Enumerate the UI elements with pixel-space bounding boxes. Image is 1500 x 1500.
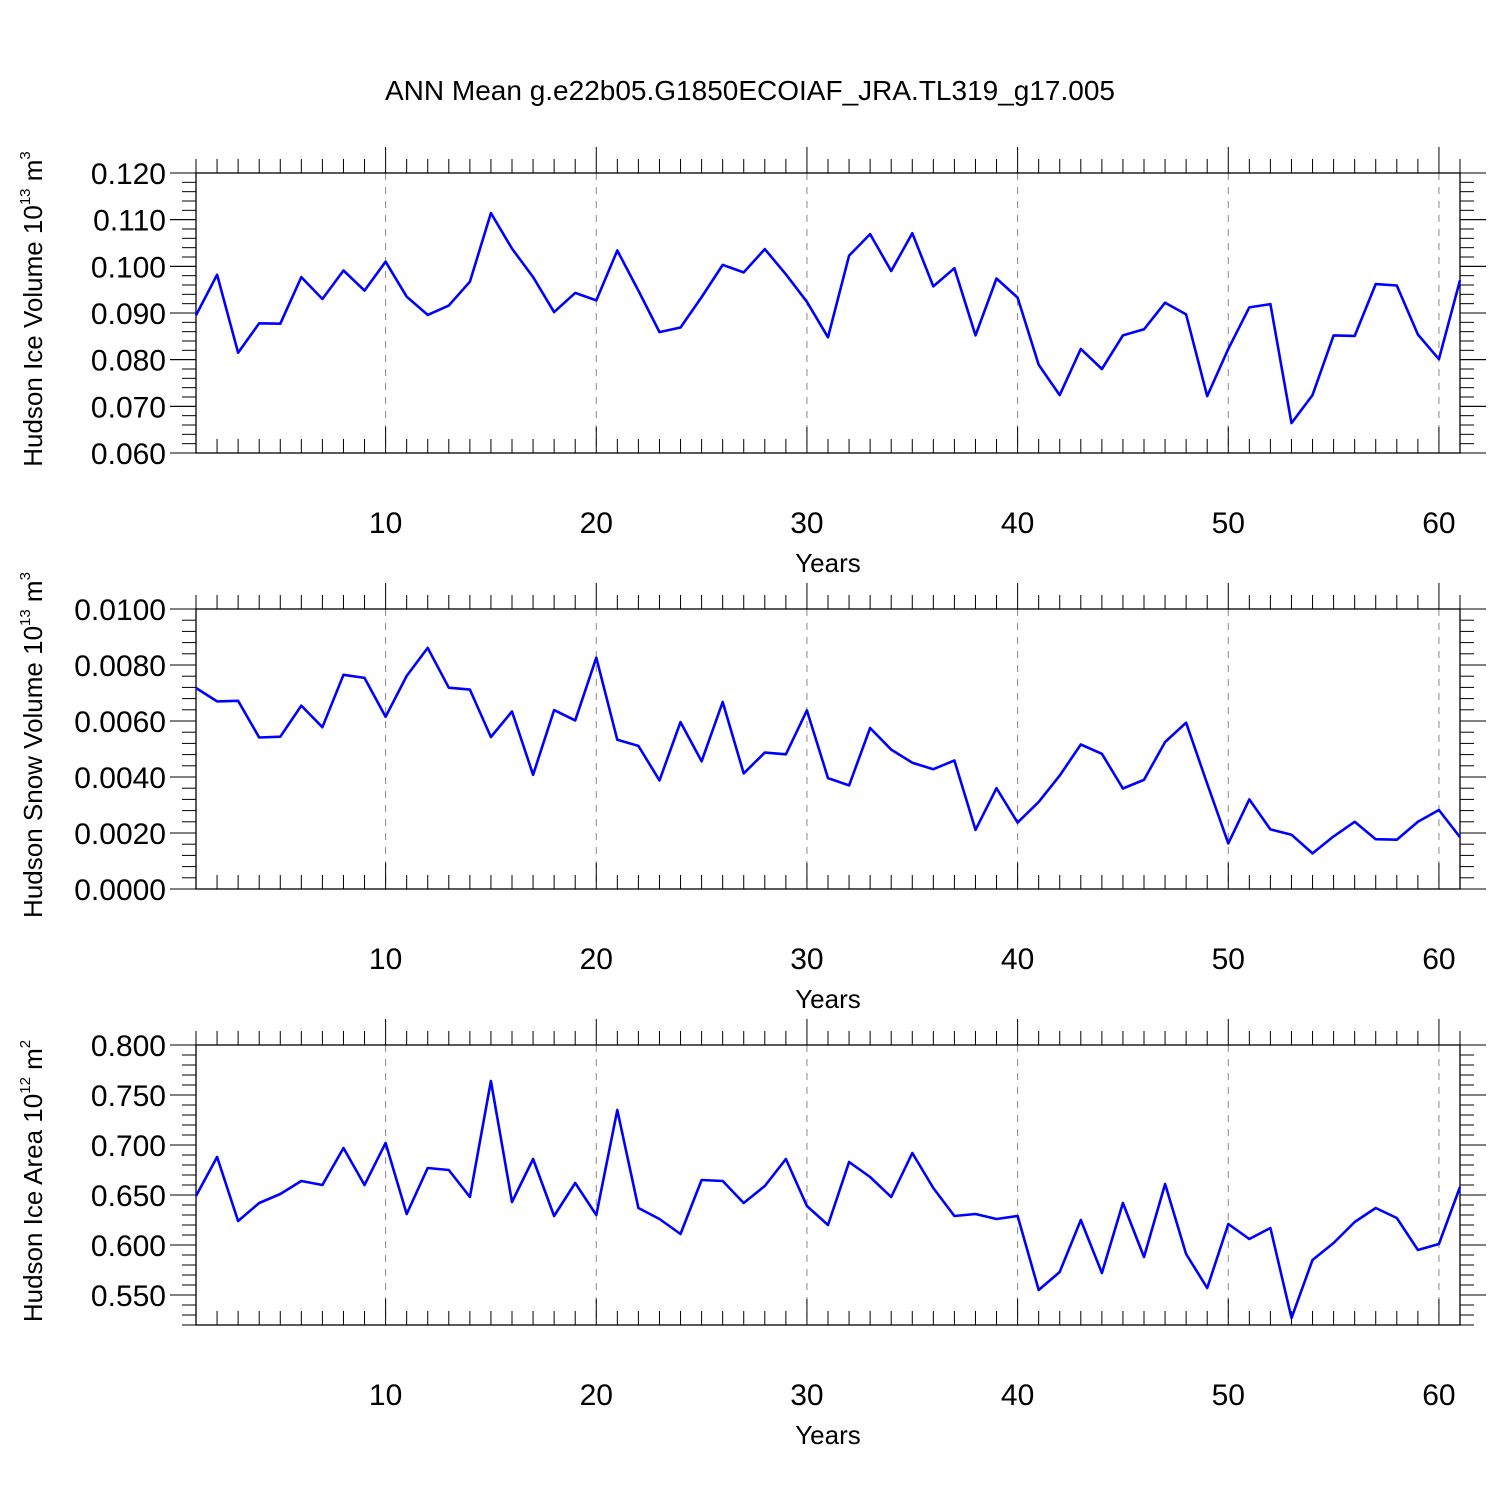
y-tick-label: 0.080	[91, 345, 166, 378]
y-tick-label: 0.120	[91, 158, 166, 191]
y-tick-label: 0.550	[91, 1280, 166, 1313]
series-line	[195, 646, 1462, 855]
y-tick-label: 0.0100	[74, 594, 166, 627]
x-tick-label: 20	[580, 1379, 613, 1412]
y-tick-label: 0.600	[91, 1230, 166, 1263]
y-tick-label: 0.0060	[74, 706, 166, 739]
series-line	[194, 211, 1462, 425]
x-tick-label: 60	[1422, 1379, 1455, 1412]
y-axis-label: Hudson Ice Area 1012 m2	[17, 1040, 48, 1322]
panel-1: 0.060 0.070 0.080 0.090 0.100 0.110 0.120 10 20 3…	[17, 147, 1486, 578]
y-tick-label: 0.090	[91, 298, 166, 331]
x-tick-label: 60	[1422, 507, 1455, 540]
y-tick-label: 0.0040	[74, 762, 166, 795]
y-tick-label: 0.060	[91, 438, 166, 471]
y-tick-label: 0.700	[91, 1130, 166, 1163]
x-tick-label: 10	[369, 507, 402, 540]
x-tick-label: 20	[580, 943, 613, 976]
x-tick-label: 40	[1001, 943, 1034, 976]
x-tick-label: 30	[790, 943, 823, 976]
plot-frame	[195, 608, 1461, 890]
x-tick-label: 60	[1422, 943, 1455, 976]
x-axis-label: Years	[795, 984, 861, 1014]
y-tick-label: 0.110	[93, 205, 166, 238]
x-axis-label: Years	[795, 1420, 861, 1450]
x-tick-label: 40	[1001, 1379, 1034, 1412]
y-tick-label: 0.070	[91, 391, 166, 424]
x-tick-label: 50	[1212, 1379, 1245, 1412]
panel-3: 0.550 0.600 0.650 0.700 0.750 0.800 10 20 30 40 50…	[17, 1019, 1486, 1450]
y-tick-label: 0.0020	[74, 818, 166, 851]
plot-frame	[195, 1044, 1461, 1326]
y-tick-label: 0.750	[91, 1080, 166, 1113]
y-tick-label: 0.800	[91, 1030, 166, 1063]
y-axis-label: Hudson Ice Volume 1013 m3	[17, 151, 48, 467]
x-tick-label: 30	[790, 507, 823, 540]
x-axis-label: Years	[795, 548, 861, 578]
series-line	[194, 1079, 1462, 1320]
x-tick-label: 10	[369, 1379, 402, 1412]
figure-title: ANN Mean g.e22b05.G1850ECOIAF_JRA.TL319_…	[385, 75, 1115, 106]
y-axis-label: Hudson Snow Volume 1013 m3	[17, 572, 48, 918]
x-tick-label: 30	[790, 1379, 823, 1412]
x-tick-label: 20	[580, 507, 613, 540]
x-tick-label: 50	[1212, 507, 1245, 540]
x-tick-label: 10	[369, 943, 402, 976]
panels: 0.060 0.070 0.080 0.090 0.100 0.110 0.120 10 20 3…	[17, 147, 1486, 1450]
x-tick-label: 40	[1001, 507, 1034, 540]
y-tick-label: 0.100	[91, 251, 166, 284]
y-tick-label: 0.0000	[74, 874, 166, 907]
panel-2: 0.0000 0.0020 0.0040 0.0060 0.0080 0.0100 10 20…	[17, 572, 1486, 1014]
x-tick-label: 50	[1212, 943, 1245, 976]
y-tick-label: 0.650	[91, 1180, 166, 1213]
y-tick-label: 0.0080	[74, 650, 166, 683]
